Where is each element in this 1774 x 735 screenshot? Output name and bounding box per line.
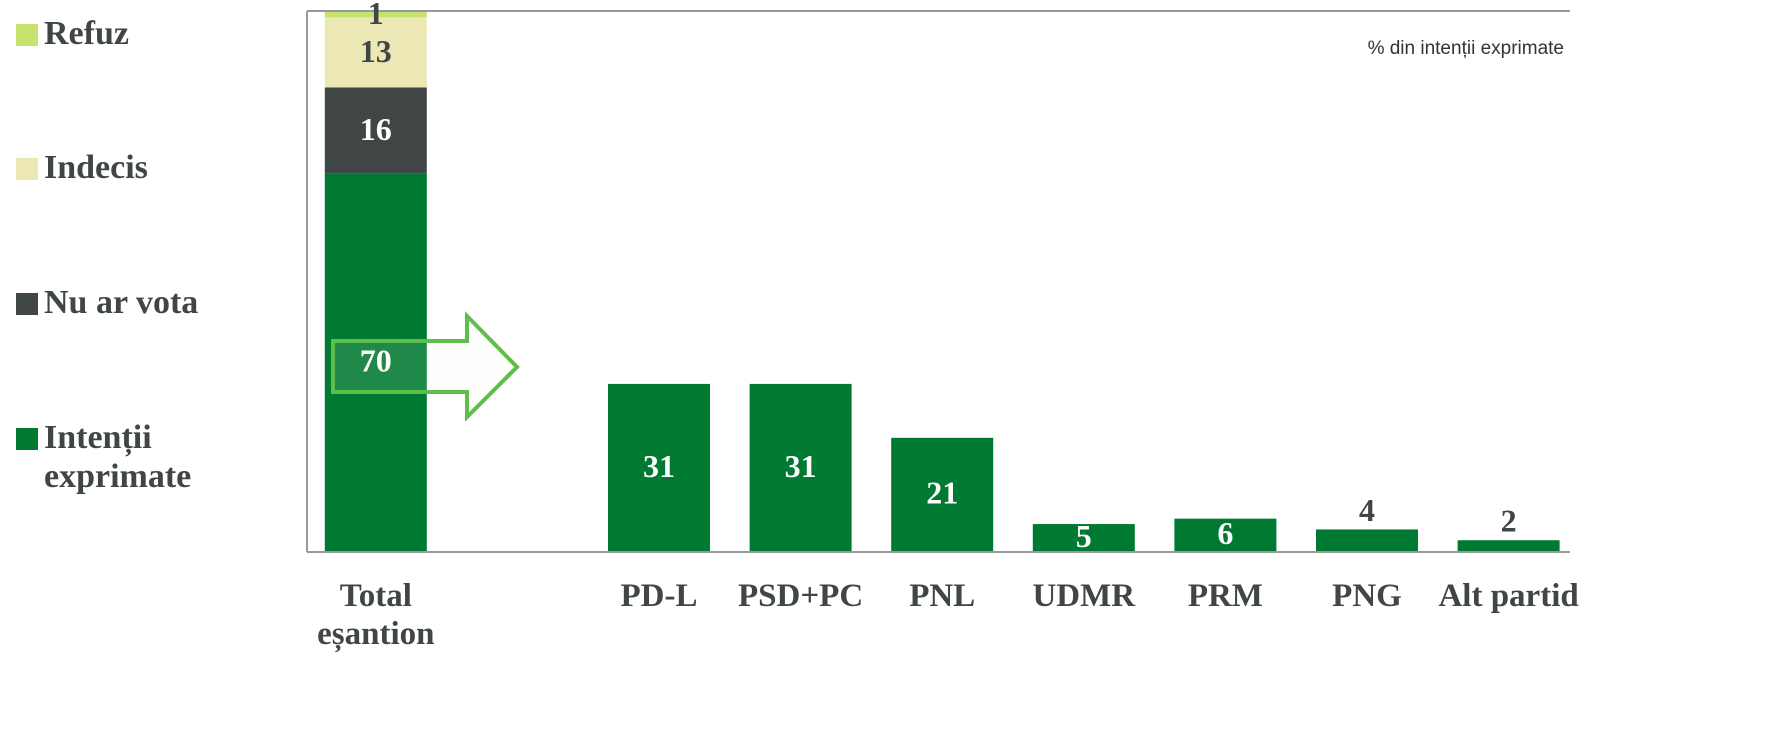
data-label: 6	[1217, 515, 1233, 551]
bar	[1032, 524, 1135, 551]
bar	[324, 17, 427, 88]
data-label: 5	[1076, 518, 1092, 554]
data-label: 1	[368, 0, 384, 31]
data-label: 31	[643, 448, 675, 484]
annotation: % din intenții exprimate	[1367, 38, 1564, 59]
data-label: 21	[926, 475, 958, 511]
legend-label: Refuz	[44, 15, 129, 52]
bar	[1316, 529, 1418, 551]
legend-label: Nu ar vota	[44, 284, 199, 321]
data-label: 4	[1359, 492, 1375, 528]
x-tick-label: PSD+PC	[738, 578, 864, 614]
bar	[324, 12, 427, 18]
data-label: 31	[785, 448, 817, 484]
data-label: 70	[360, 343, 392, 379]
bar	[891, 437, 994, 551]
x-tick-label: UDMR	[1032, 578, 1136, 614]
legend-swatch	[16, 428, 38, 450]
legend-swatch	[16, 158, 38, 180]
legend-label: Intenții exprimate	[44, 419, 192, 495]
data-label: 2	[1501, 503, 1517, 539]
legend-swatch	[16, 293, 38, 315]
legend-label: Indecis	[44, 149, 148, 186]
x-tick-label: Alt partid	[1438, 578, 1579, 614]
data-label: 16	[360, 111, 392, 147]
bar	[324, 173, 427, 551]
bar	[608, 383, 710, 551]
x-tick-label: PRM	[1187, 578, 1263, 614]
x-tick-label: PNL	[909, 578, 976, 614]
x-tick-label: PNG	[1332, 578, 1402, 614]
legend-swatch	[16, 24, 38, 46]
x-tick-label: Total eșantion	[317, 578, 435, 652]
bar	[1174, 518, 1277, 551]
x-tick-label: PD-L	[620, 578, 698, 614]
bar	[749, 383, 852, 551]
bar	[324, 87, 427, 174]
arrow	[331, 311, 520, 422]
data-label: 13	[360, 33, 392, 69]
bar	[1457, 540, 1560, 551]
